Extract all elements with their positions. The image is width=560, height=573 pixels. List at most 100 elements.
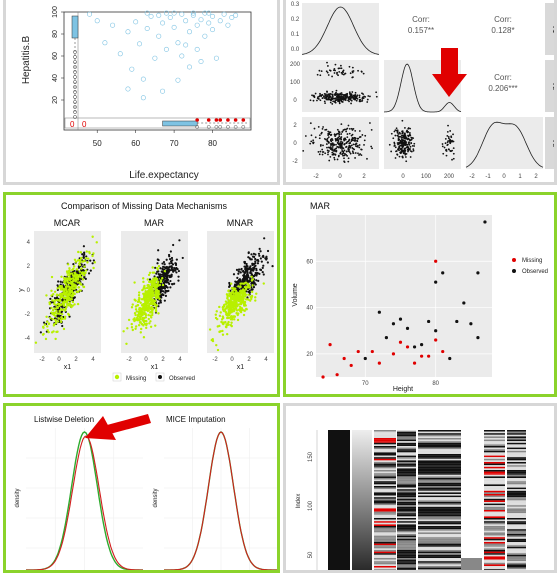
observed-point <box>254 260 257 263</box>
missing-point <box>342 356 346 361</box>
missing-point <box>234 298 238 302</box>
pairs-point <box>323 100 326 103</box>
missing-point <box>239 289 242 293</box>
missing-point <box>54 318 57 322</box>
missing-point <box>239 285 242 289</box>
pairs-point <box>361 97 364 100</box>
heatmap-cell <box>507 538 526 541</box>
heatmap-cell <box>397 543 416 546</box>
observed-point <box>171 24 177 30</box>
red-arrow-icon <box>85 414 151 440</box>
missing-point <box>55 309 58 313</box>
pairs-point <box>398 131 401 134</box>
heatmap-cell <box>507 518 526 520</box>
observed-point <box>89 269 92 272</box>
heatmap-cell <box>418 473 478 475</box>
observed-point <box>253 265 256 268</box>
observed-point <box>221 11 227 17</box>
heatmap-cell <box>374 495 396 498</box>
pairs-point <box>324 152 327 155</box>
missing-point <box>144 312 147 315</box>
missing-point <box>230 316 233 319</box>
heatmap-cell <box>397 532 416 534</box>
observed-point <box>448 356 452 361</box>
missing-point <box>149 325 153 328</box>
pairs-point <box>320 131 323 134</box>
heatmap-cell <box>507 487 526 490</box>
legend-observed-marker <box>512 269 516 273</box>
heatmap-cell <box>374 498 396 501</box>
missing-point <box>225 323 228 326</box>
pairs-point <box>357 69 359 72</box>
heatmap-cell <box>374 561 396 563</box>
pairs-point <box>331 142 334 145</box>
missing-point <box>137 324 141 327</box>
missing-point <box>231 290 234 293</box>
missing-point <box>236 297 240 301</box>
heatmap-cell <box>374 530 396 533</box>
pairs-point <box>347 150 350 153</box>
pairs-point <box>319 150 322 153</box>
observed-point <box>241 284 244 288</box>
observed-point <box>160 294 163 297</box>
heatmap-cell <box>484 524 505 526</box>
pairs-point <box>449 130 452 132</box>
missing-point <box>141 288 144 292</box>
missing-point <box>55 293 59 296</box>
pairs-point <box>393 130 396 133</box>
heatmap-cell <box>418 535 478 538</box>
pairs-point <box>401 119 404 122</box>
plot-frame <box>63 11 252 131</box>
heatmap-cell <box>507 540 526 542</box>
missing-point <box>61 302 65 305</box>
x-tick-label: 4 <box>264 357 268 363</box>
observed-point <box>229 15 235 21</box>
heatmap-cell <box>484 561 505 563</box>
missing-point <box>250 279 254 282</box>
heatmap-column-blank <box>461 430 482 570</box>
missing-point <box>230 294 234 297</box>
pairs-point <box>356 144 359 147</box>
heatmap-cell <box>397 463 416 466</box>
pairs-point <box>332 100 335 103</box>
missing-point <box>349 363 353 368</box>
missing-point <box>92 266 95 270</box>
pairs-point <box>325 143 328 145</box>
heatmap-cell <box>374 494 396 496</box>
missing-point <box>78 281 81 284</box>
pairs-point <box>444 142 447 145</box>
heatmap-cell <box>397 526 416 528</box>
pairs-point <box>312 142 315 145</box>
heatmap-cell <box>374 490 396 493</box>
heatmap-cell <box>374 535 396 538</box>
pairs-point <box>311 94 313 97</box>
heatmap-cell <box>484 431 505 434</box>
pairs-point <box>406 129 408 132</box>
missing-point <box>71 293 75 296</box>
pairs-tick-label: 100 <box>421 174 432 180</box>
missing-point <box>234 291 238 295</box>
heatmap-cell <box>484 535 505 538</box>
density-ylabel-right: density <box>153 488 159 507</box>
missing-point <box>60 316 63 319</box>
pairs-point <box>343 137 346 140</box>
missing-point <box>412 361 417 365</box>
x-axis-label: x1 <box>237 364 245 371</box>
missing-point <box>137 310 140 314</box>
heatmap-cell <box>374 521 396 523</box>
x-tick-label: -2 <box>212 357 218 363</box>
pairs-point <box>310 134 313 137</box>
heatmap-cell <box>374 529 396 531</box>
heatmap-cell <box>484 433 505 435</box>
pairs-point <box>331 96 333 99</box>
heatmap-cell <box>374 460 396 462</box>
missing-point <box>52 330 55 333</box>
heatmap-cell <box>484 478 505 480</box>
mechanisms-chart: Comparison of Missing Data Mechanisms MC… <box>18 201 274 382</box>
pairs-point <box>356 94 359 97</box>
heatmap-cell <box>397 473 416 475</box>
observed-point <box>125 29 131 35</box>
pairs-tick-label: 200 <box>444 174 455 180</box>
pairs-point <box>407 150 409 153</box>
facet-strip-label: V2 <box>551 82 557 91</box>
